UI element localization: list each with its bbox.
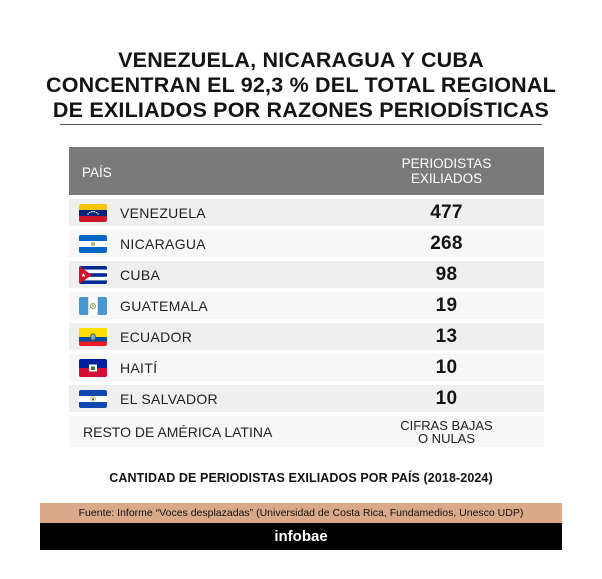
exiled-count: 98 bbox=[435, 263, 458, 285]
exiled-count: 268 bbox=[430, 232, 463, 254]
source-note: Fuente: Informe “Voces desplazadas” (Uni… bbox=[40, 503, 562, 523]
country-name: HAITÍ bbox=[120, 359, 158, 376]
chart-title: VENEZUELA, NICARAGUA Y CUBA CONCENTRAN E… bbox=[40, 48, 562, 123]
table-row-cuba: CUBA 98 bbox=[69, 261, 544, 288]
title-line-1: VENEZUELA, NICARAGUA Y CUBA bbox=[118, 48, 484, 72]
haiti-flag-icon bbox=[79, 358, 107, 377]
ecuador-flag-icon bbox=[79, 327, 107, 346]
rest-value-line-2: O NULAS bbox=[417, 430, 476, 446]
cuba-flag-icon bbox=[79, 265, 107, 284]
header-country: PAÍS bbox=[82, 164, 112, 180]
venezuela-flag-icon bbox=[79, 203, 107, 222]
table-row-venezuela: VENEZUELA 477 bbox=[69, 199, 544, 226]
table-row-ecuador: ECUADOR 13 bbox=[69, 323, 544, 350]
nicaragua-flag-icon bbox=[79, 234, 107, 253]
country-name: GUATEMALA bbox=[120, 297, 209, 314]
header-value: PERIODISTAS EXILIADOS bbox=[369, 156, 544, 186]
exiled-count: 13 bbox=[435, 325, 458, 347]
country-name: NICARAGUA bbox=[120, 235, 206, 252]
table-row-nicaragua: NICARAGUA 268 bbox=[69, 230, 544, 257]
brand-logo: infobae bbox=[40, 523, 562, 550]
country-name: VENEZUELA bbox=[120, 204, 206, 221]
country-name: RESTO DE AMÉRICA LATINA bbox=[83, 423, 273, 440]
rest-value: CIFRAS BAJAS O NULAS bbox=[369, 419, 544, 445]
table-row-guatemala: GUATEMALA 19 bbox=[69, 292, 544, 319]
exiled-count: 477 bbox=[430, 201, 463, 223]
header-value-line-2: EXILIADOS bbox=[410, 171, 483, 186]
el-salvador-flag-icon bbox=[79, 389, 107, 408]
table-row-haiti: HAITÍ 10 bbox=[69, 354, 544, 381]
title-line-2: CONCENTRAN EL 92,3 % DEL TOTAL REGIONAL bbox=[46, 73, 556, 97]
exiled-count: 19 bbox=[435, 294, 458, 316]
country-name: CUBA bbox=[120, 266, 161, 283]
table-header: PAÍS PERIODISTAS EXILIADOS bbox=[69, 147, 544, 195]
country-name: ECUADOR bbox=[120, 328, 193, 345]
header-value-line-1: PERIODISTAS bbox=[401, 156, 492, 171]
title-line-3: DE EXILIADOS POR RAZONES PERIODÍSTICAS bbox=[52, 98, 550, 122]
title-divider bbox=[60, 124, 542, 125]
exiled-journalists-table: PAÍS PERIODISTAS EXILIADOS VENEZUELA 477 bbox=[69, 147, 544, 447]
chart-caption: CANTIDAD DE PERIODISTAS EXILIADOS POR PA… bbox=[109, 471, 493, 485]
table-row-rest-of-latin-america: RESTO DE AMÉRICA LATINA CIFRAS BAJAS O N… bbox=[69, 416, 544, 447]
rest-value-line-1: CIFRAS BAJAS bbox=[400, 417, 493, 433]
table-row-el-salvador: EL SALVADOR 10 bbox=[69, 385, 544, 412]
exiled-count: 10 bbox=[435, 356, 458, 378]
guatemala-flag-icon bbox=[79, 296, 107, 315]
country-name: EL SALVADOR bbox=[120, 390, 218, 407]
exiled-count: 10 bbox=[435, 387, 458, 409]
